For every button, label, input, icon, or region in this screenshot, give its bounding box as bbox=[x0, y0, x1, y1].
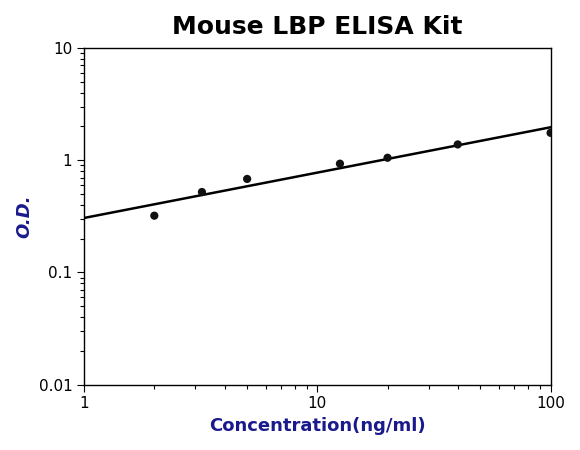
Point bbox=[383, 154, 392, 162]
X-axis label: Concentration(ng/ml): Concentration(ng/ml) bbox=[209, 417, 426, 435]
Point bbox=[197, 189, 206, 196]
Point bbox=[453, 141, 462, 148]
Point bbox=[150, 212, 159, 219]
Title: Mouse LBP ELISA Kit: Mouse LBP ELISA Kit bbox=[172, 15, 463, 39]
Point bbox=[242, 176, 252, 183]
Point bbox=[546, 129, 555, 136]
Point bbox=[335, 160, 345, 167]
Y-axis label: O.D.: O.D. bbox=[15, 194, 33, 238]
